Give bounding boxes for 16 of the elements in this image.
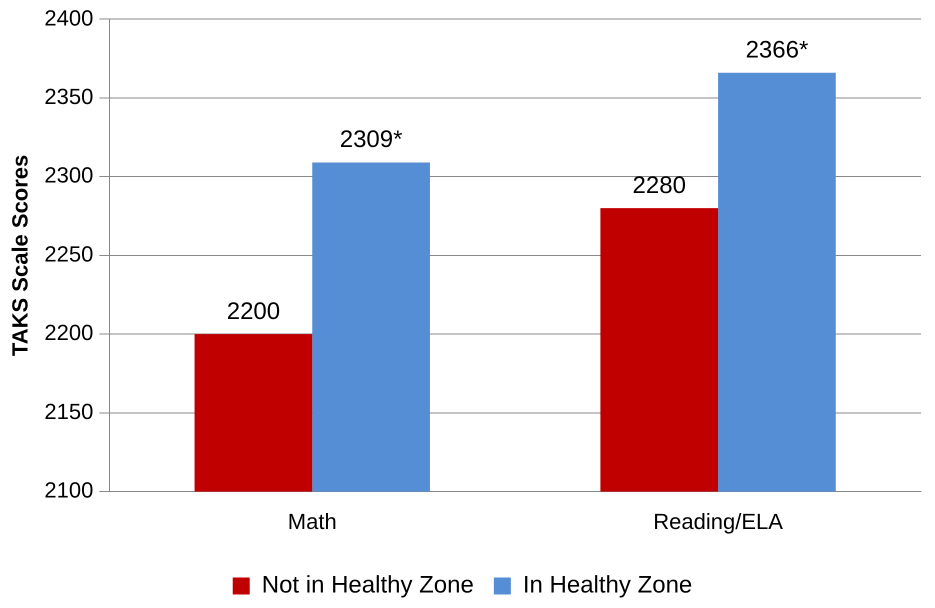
data-label: 2280 [632,172,686,199]
legend-label: In Healthy Zone [522,572,692,599]
data-label: 2309* [340,126,402,154]
y-axis-title: TAKS Scale Scores [7,154,32,356]
x-tick-label: Math [288,508,337,534]
data-label: 2366* [746,36,808,64]
y-tick-label: 2300 [44,162,94,188]
legend-label: Not in Healthy Zone [262,572,474,599]
y-tick-label: 2350 [44,84,94,109]
y-tick-label: 2150 [44,398,94,424]
y-tick-label: 2100 [44,478,94,503]
y-tick-label: 2200 [44,320,94,346]
y-tick-label: 2400 [44,5,94,30]
data-label: 2200 [226,298,280,325]
x-tick-label: Reading/ELA [653,508,784,534]
y-tick-label: 2250 [44,241,94,266]
